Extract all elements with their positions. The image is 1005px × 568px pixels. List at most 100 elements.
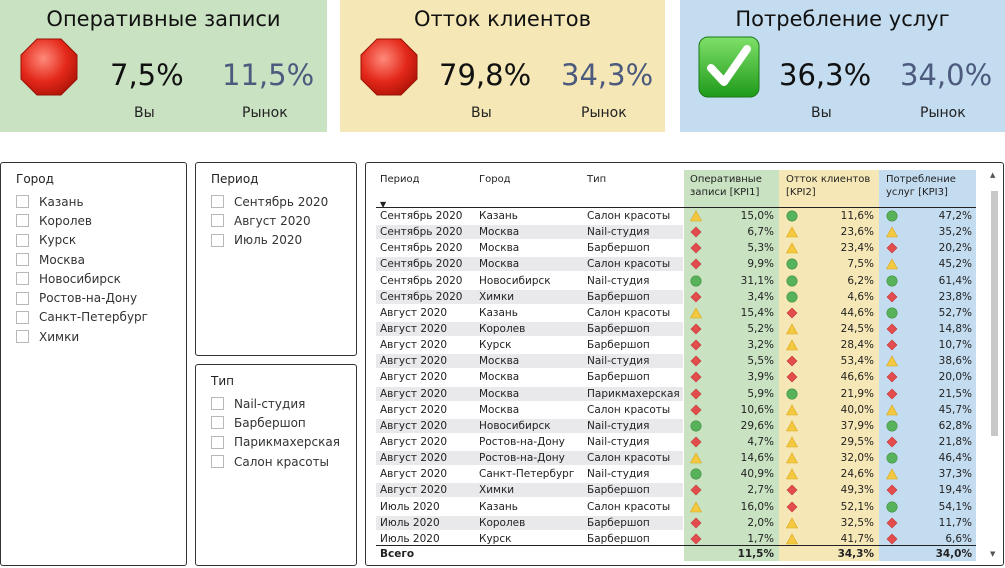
- table-row[interactable]: Август 2020 Новосибирск Nail-студия 29,6% 37…: [376, 418, 976, 434]
- table-row[interactable]: Сентябрь 2020 Москва Салон красоты 9,9% 7,5%…: [376, 256, 976, 272]
- row-background: [376, 515, 683, 530]
- slicer-item[interactable]: Сентябрь 2020: [211, 192, 328, 211]
- slicer-item[interactable]: Новосибирск: [16, 269, 148, 288]
- cell-kpi1: 2,7%: [747, 484, 774, 497]
- table-row[interactable]: Июль 2020 Королев Барбершоп 2,0% 32,5% 11,7%: [376, 515, 976, 531]
- cell-kpi2: 44,6%: [840, 306, 874, 319]
- scroll-down-icon[interactable]: ▼: [990, 550, 996, 558]
- slicer-item[interactable]: Ростов-на-Дону: [16, 288, 148, 307]
- checkbox[interactable]: [211, 435, 224, 449]
- table-row[interactable]: Сентябрь 2020 Новосибирск Nail-студия 31,1%…: [376, 273, 976, 289]
- table-row[interactable]: Сентябрь 2020 Казань Салон красоты 15,0% 11,…: [376, 208, 976, 224]
- cell-period: Сентябрь 2020: [380, 274, 463, 287]
- checkbox[interactable]: [211, 416, 224, 430]
- table-row[interactable]: Август 2020 Химки Барбершоп 2,7% 49,3% 19,4%: [376, 482, 976, 498]
- table-row[interactable]: Август 2020 Москва Барбершоп 3,9% 46,6% 20,0%: [376, 369, 976, 385]
- table-row[interactable]: Сентябрь 2020 Химки Барбершоп 3,4% 4,6% 23,8%: [376, 289, 976, 305]
- status-amber-triangle-icon: [886, 226, 898, 238]
- slicer-item[interactable]: Химки: [16, 327, 148, 346]
- status-green-circle-icon: [786, 291, 798, 303]
- cell-city: Ростов-на-Дону: [479, 435, 565, 448]
- stop-sign-icon: [360, 38, 418, 96]
- table-scrollbar[interactable]: ▲ ▼: [990, 171, 999, 558]
- checkbox[interactable]: [211, 455, 224, 469]
- header-kpi2[interactable]: Отток клиентов [KPI2]: [786, 174, 871, 198]
- table-row[interactable]: Июль 2020 Курск Барбершоп 1,7% 41,7% 6,6%: [376, 531, 976, 547]
- table-row[interactable]: Август 2020 Курск Барбершоп 3,2% 28,4% 10,7%: [376, 337, 976, 353]
- table-row[interactable]: Июль 2020 Казань Салон красоты 16,0% 52,1% 54…: [376, 499, 976, 515]
- status-red-diamond-icon: [690, 517, 702, 529]
- row-background: [376, 354, 683, 369]
- table-row[interactable]: Сентябрь 2020 Москва Барбершоп 5,3% 23,4% 20,…: [376, 240, 976, 256]
- status-green-circle-icon: [886, 210, 898, 222]
- slicer-item[interactable]: Москва: [16, 250, 148, 269]
- slicer-item-label: Курск: [39, 233, 77, 248]
- table-row[interactable]: Август 2020 Королев Барбершоп 5,2% 24,5% 14,8…: [376, 321, 976, 337]
- slicer-item[interactable]: Nail-студия: [211, 394, 340, 413]
- cell-city: Ростов-на-Дону: [479, 452, 565, 465]
- row-background: [376, 386, 683, 401]
- table-row[interactable]: Сентябрь 2020 Москва Nail-студия 6,7% 23,6% 3…: [376, 224, 976, 240]
- checkbox[interactable]: [16, 272, 29, 286]
- table-row[interactable]: Август 2020 Москва Салон красоты 10,6% 40,0%…: [376, 402, 976, 418]
- status-amber-triangle-icon: [786, 339, 798, 351]
- scroll-thumb[interactable]: [991, 191, 998, 436]
- slicer-item[interactable]: Курск: [16, 231, 148, 250]
- slicer-items: Nail-студия Барбершоп Парикмахерская Салон …: [211, 394, 340, 471]
- cell-city: Москва: [479, 387, 520, 400]
- slicer-item[interactable]: Казань: [16, 192, 148, 211]
- cell-period: Август 2020: [380, 435, 448, 448]
- kpi-you-value: 36,3%: [779, 58, 872, 92]
- slicer-item[interactable]: Салон красоты: [211, 452, 340, 471]
- kpi-you-label: Вы: [134, 105, 155, 121]
- checkbox[interactable]: [211, 397, 224, 411]
- status-red-diamond-icon: [690, 242, 702, 254]
- city-slicer: Город Казань Королев Курск Москва Новосибирс…: [0, 162, 187, 566]
- slicer-item[interactable]: Барбершоп: [211, 413, 340, 432]
- cell-type: Салон красоты: [587, 210, 671, 222]
- slicer-item[interactable]: Парикмахерская: [211, 433, 340, 452]
- table-row[interactable]: Август 2020 Ростов-на-Дону Nail-студия 4,7%…: [376, 434, 976, 450]
- checkbox[interactable]: [16, 291, 29, 305]
- header-kpi1[interactable]: Оперативные записи [KPI1]: [690, 174, 762, 198]
- checkbox[interactable]: [16, 195, 29, 209]
- scroll-up-icon[interactable]: ▲: [990, 171, 996, 179]
- kpi-title: Оперативные записи: [46, 7, 281, 31]
- checkbox[interactable]: [16, 233, 29, 247]
- checkbox[interactable]: [211, 233, 224, 247]
- cell-kpi2: 24,5%: [840, 322, 874, 335]
- table-row[interactable]: Август 2020 Казань Салон красоты 15,4% 44,6%…: [376, 305, 976, 321]
- checkbox[interactable]: [16, 214, 29, 228]
- header-kpi3[interactable]: Потребление услуг [KPI3]: [886, 174, 956, 198]
- kpi-card-churn: Отток клиентов 79,8% 34,3% Вы Рынок: [340, 0, 665, 132]
- slicer-item[interactable]: Июль 2020: [211, 231, 328, 250]
- checkbox[interactable]: [211, 214, 224, 228]
- slicer-item[interactable]: Август 2020: [211, 211, 328, 230]
- kpi-you-value: 7,5%: [110, 58, 184, 92]
- status-red-diamond-icon: [886, 484, 898, 496]
- header-type[interactable]: Тип: [587, 174, 607, 185]
- slicer-item-label: Химки: [39, 329, 80, 344]
- kpi-market-value: 11,5%: [222, 58, 315, 92]
- table-row[interactable]: Август 2020 Ростов-на-Дону Салон красоты 14…: [376, 450, 976, 466]
- slicer-item[interactable]: Санкт-Петербург: [16, 308, 148, 327]
- table-row[interactable]: Август 2020 Москва Парикмахерская 5,9% 21,9%…: [376, 386, 976, 402]
- table-row[interactable]: Август 2020 Москва Nail-студия 5,5% 53,4% 38,…: [376, 353, 976, 369]
- table-row[interactable]: Август 2020 Санкт-Петербург Nail-студия 40,…: [376, 466, 976, 482]
- sort-descending-icon[interactable]: ▼: [380, 200, 387, 209]
- cell-period: Сентябрь 2020: [380, 226, 463, 239]
- checkbox[interactable]: [16, 310, 29, 324]
- header-period[interactable]: Период: [380, 174, 420, 185]
- slicer-item[interactable]: Королев: [16, 211, 148, 230]
- checkbox[interactable]: [16, 253, 29, 267]
- checkbox[interactable]: [211, 195, 224, 209]
- cell-period: Август 2020: [380, 468, 448, 481]
- status-amber-triangle-icon: [886, 404, 898, 415]
- status-amber-triangle-icon: [886, 468, 898, 480]
- cell-kpi3: 23,8%: [938, 290, 972, 303]
- checkbox[interactable]: [16, 330, 29, 344]
- header-city[interactable]: Город: [479, 174, 511, 185]
- cell-period: Август 2020: [380, 371, 448, 384]
- cell-kpi1: 14,6%: [740, 452, 774, 465]
- cell-city: Москва: [479, 403, 520, 416]
